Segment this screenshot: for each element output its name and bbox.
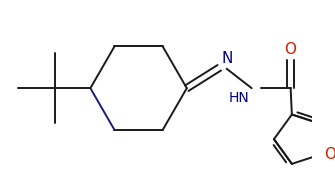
Text: HN: HN (229, 91, 250, 105)
Text: O: O (285, 42, 296, 57)
Text: O: O (325, 147, 335, 162)
Text: N: N (221, 51, 232, 66)
